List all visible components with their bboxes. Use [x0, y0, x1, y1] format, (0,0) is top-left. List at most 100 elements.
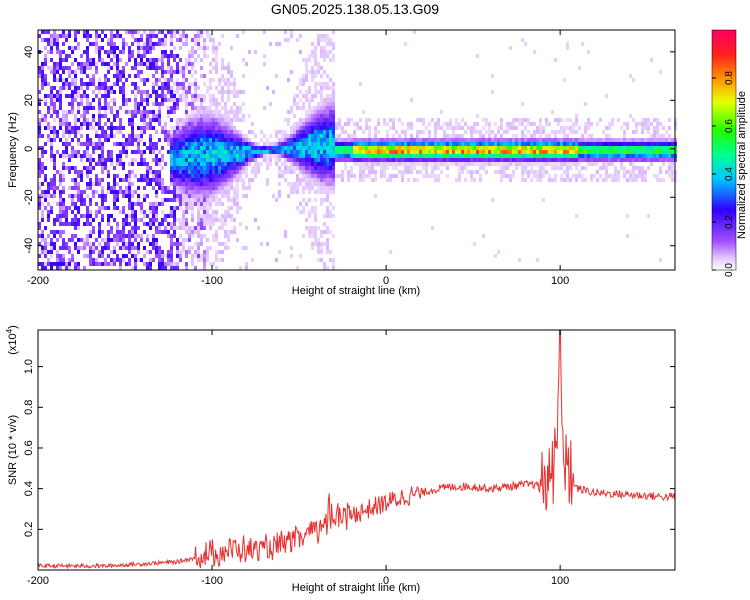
heatmap-cell	[458, 126, 461, 130]
heatmap-cell	[401, 170, 404, 174]
heatmap-cell	[218, 226, 221, 230]
heatmap-cell	[182, 250, 185, 254]
heatmap-cell	[560, 178, 563, 182]
heatmap-cell	[128, 198, 131, 202]
heatmap-cell	[137, 194, 140, 198]
heatmap-cell	[101, 218, 104, 222]
heatmap-cell	[605, 142, 608, 146]
heatmap-cell	[560, 146, 563, 150]
heatmap-cell	[191, 194, 194, 198]
heatmap-cell	[221, 34, 224, 38]
heatmap-cell	[218, 154, 221, 158]
heatmap-cell	[326, 106, 329, 110]
heatmap-cell	[101, 46, 104, 50]
heatmap-cell	[116, 74, 119, 78]
heatmap-cell	[179, 190, 182, 194]
heatmap-cell	[203, 226, 206, 230]
heatmap-cell	[458, 170, 461, 174]
heatmap-cell	[581, 138, 584, 142]
heatmap-cell	[77, 138, 80, 142]
heatmap-cell	[215, 238, 218, 242]
heatmap-cell	[443, 138, 446, 142]
heatmap-cell	[122, 42, 125, 46]
heatmap-cell	[176, 142, 179, 146]
heatmap-cell	[74, 262, 77, 266]
heatmap-cell	[152, 214, 155, 218]
heatmap-cell	[362, 170, 365, 174]
heatmap-cell	[572, 142, 575, 146]
heatmap-cell	[434, 146, 437, 150]
heatmap-cell	[656, 134, 659, 138]
heatmap-cell	[155, 242, 158, 246]
heatmap-cell	[329, 150, 332, 154]
heatmap-cell	[653, 138, 656, 142]
heatmap-cell	[68, 194, 71, 198]
heatmap-cell	[164, 34, 167, 38]
heatmap-cell	[296, 266, 299, 270]
heatmap-cell	[395, 150, 398, 154]
heatmap-cell	[215, 162, 218, 166]
heatmap-cell	[296, 190, 299, 194]
heatmap-cell	[488, 146, 491, 150]
heatmap-cell	[128, 182, 131, 186]
heatmap-cell	[95, 50, 98, 54]
heatmap-cell	[77, 246, 80, 250]
heatmap-cell	[122, 46, 125, 50]
heatmap-cell	[122, 258, 125, 262]
heatmap-cell	[95, 62, 98, 66]
heatmap-cell	[281, 154, 284, 158]
heatmap-cell	[527, 150, 530, 154]
heatmap-cell	[284, 162, 287, 166]
heatmap-cell	[278, 190, 281, 194]
heatmap-cell	[176, 262, 179, 266]
heatmap-cell	[74, 58, 77, 62]
heatmap-cell	[110, 162, 113, 166]
heatmap-cell	[116, 222, 119, 226]
heatmap-cell	[452, 138, 455, 142]
heatmap-cell	[215, 254, 218, 258]
heatmap-cell	[227, 150, 230, 154]
heatmap-cell	[275, 158, 278, 162]
heatmap-cell	[83, 154, 86, 158]
heatmap-cell	[65, 110, 68, 114]
heatmap-cell	[626, 126, 629, 130]
heatmap-cell	[314, 134, 317, 138]
heatmap-cell	[665, 142, 668, 146]
heatmap-cell	[77, 206, 80, 210]
heatmap-cell	[521, 150, 524, 154]
heatmap-cell	[575, 154, 578, 158]
heatmap-cell	[380, 150, 383, 154]
heatmap-cell	[98, 34, 101, 38]
heatmap-cell	[176, 146, 179, 150]
heatmap-cell	[101, 186, 104, 190]
heatmap-cell	[482, 142, 485, 146]
heatmap-cell	[176, 130, 179, 134]
heatmap-cell	[575, 174, 578, 178]
heatmap-cell	[488, 142, 491, 146]
heatmap-cell	[38, 174, 41, 178]
heatmap-cell	[65, 78, 68, 82]
heatmap-cell	[89, 162, 92, 166]
heatmap-cell	[395, 146, 398, 150]
heatmap-cell	[53, 38, 56, 42]
heatmap-cell	[497, 162, 500, 166]
heatmap-cell	[104, 62, 107, 66]
heatmap-cell	[56, 110, 59, 114]
heatmap-cell	[575, 146, 578, 150]
heatmap-cell	[311, 150, 314, 154]
heatmap-cell	[68, 66, 71, 70]
heatmap-cell	[101, 150, 104, 154]
heatmap-cell	[506, 174, 509, 178]
heatmap-cell	[605, 146, 608, 150]
heatmap-cell	[374, 194, 377, 198]
heatmap-cell	[299, 210, 302, 214]
heatmap-cell	[164, 54, 167, 58]
heatmap-cell	[320, 86, 323, 90]
heatmap-cell	[176, 238, 179, 242]
heatmap-cell	[155, 182, 158, 186]
heatmap-cell	[74, 30, 77, 34]
heatmap-cell	[413, 166, 416, 170]
heatmap-cell	[71, 150, 74, 154]
heatmap-cell	[557, 154, 560, 158]
